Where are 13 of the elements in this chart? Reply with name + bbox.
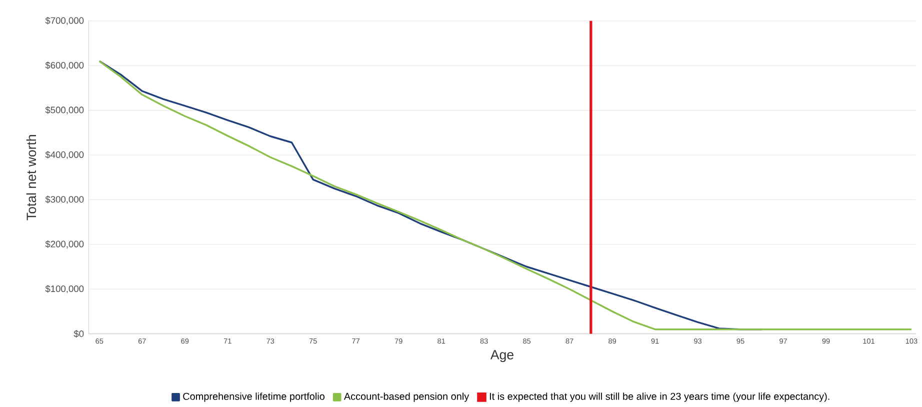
y-tick-label: $400,000	[45, 150, 84, 159]
y-tick-label: $600,000	[45, 62, 84, 70]
legend-label: Comprehensive lifetime portfolio	[183, 392, 324, 402]
y-tick-label: $200,000	[45, 240, 84, 248]
legend-label: Account-based pension only	[344, 392, 470, 402]
y-tick-label: $300,000	[45, 196, 84, 204]
legend-label: It is expected that you will still be alive in 23 years time (your life expectancy).	[490, 392, 830, 402]
y-axis-title: Total net worth	[26, 134, 36, 220]
y-tick-label: $700,000	[45, 16, 84, 25]
x-axis-title: Age	[490, 350, 514, 362]
y-tick-label: $100,000	[45, 285, 84, 294]
y-tick-label: $500,000	[45, 106, 84, 114]
y-tick-label: $0	[74, 330, 84, 338]
